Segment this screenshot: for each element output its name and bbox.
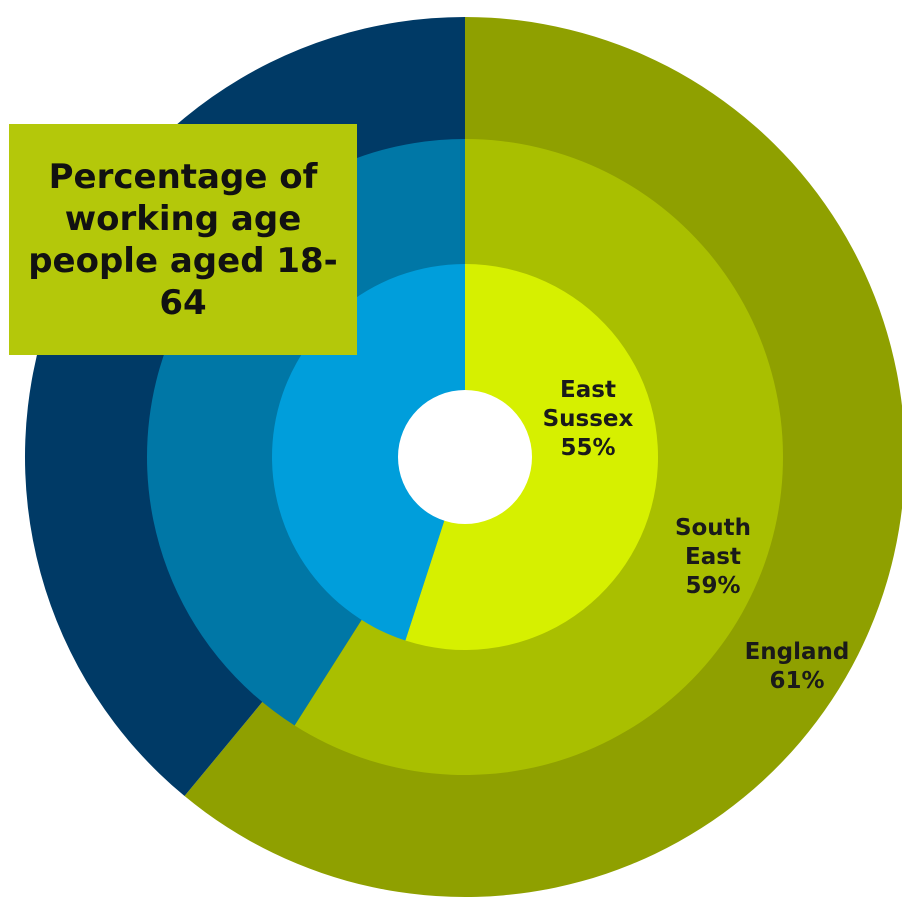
ring-value-label: 59%: [685, 573, 740, 599]
ring-remainder-east-sussex: [272, 264, 465, 641]
ring-value-label: 61%: [769, 668, 824, 694]
chart-title: Percentage of working age people aged 18…: [28, 156, 338, 323]
donut-hole: [398, 390, 532, 524]
ring-value-label: 55%: [560, 435, 615, 461]
ring-label-south-east: South East 59%: [675, 515, 751, 599]
ring-name-label: East: [560, 377, 616, 403]
ring-name-label: South: [675, 515, 751, 541]
ring-label-east-sussex: East Sussex 55%: [543, 377, 634, 461]
ring-name-label: England: [745, 639, 850, 665]
chart-title-box: Percentage of working age people aged 18…: [9, 124, 357, 355]
ring-label-england: England 61%: [745, 639, 850, 694]
ring-name-label: Sussex: [543, 406, 634, 432]
ring-name-label: East: [685, 544, 741, 570]
